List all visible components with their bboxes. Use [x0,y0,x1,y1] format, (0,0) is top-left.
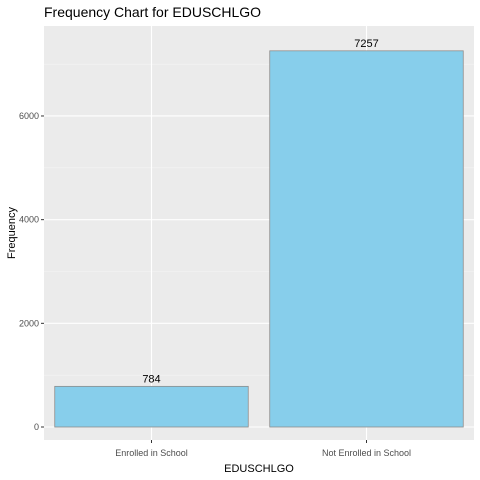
y-axis-title: Frequency [6,207,18,259]
bar-not-enrolled-in-school [269,50,464,428]
y-axis-ticks: 0 2000 4000 6000 [19,111,44,432]
data-label: 7257 [354,38,378,50]
bars [54,50,464,428]
bar-enrolled-in-school [54,385,249,428]
chart-title: Frequency Chart for EDUSCHLGO [44,4,261,20]
y-tick-label: 0 [34,422,39,432]
x-axis-ticks: Enrolled in School Not Enrolled in School [115,440,411,458]
x-tick-label: Not Enrolled in School [322,448,411,458]
data-label: 784 [142,373,160,385]
data-labels: 784 7257 [142,38,378,386]
x-axis-title: EDUSCHLGO [224,463,294,475]
y-tick-label: 6000 [19,111,39,121]
x-tick-label: Enrolled in School [115,448,188,458]
y-tick-label: 4000 [19,215,39,225]
y-tick-label: 2000 [19,318,39,328]
